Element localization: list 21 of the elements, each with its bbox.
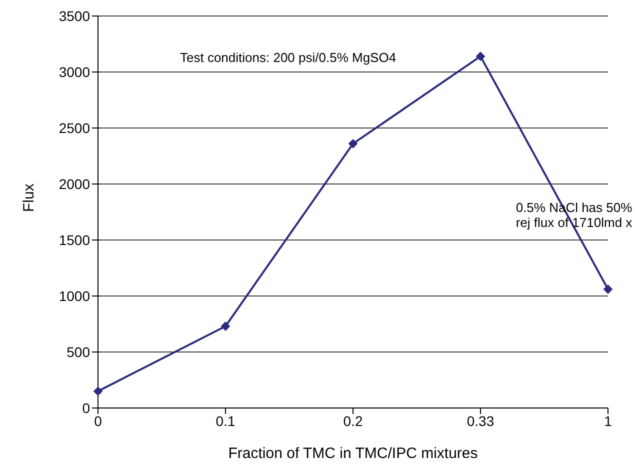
annotation: Test conditions: 200 psi/0.5% MgSO4 xyxy=(180,50,398,65)
point xyxy=(221,322,230,331)
x-tick-label: 0 xyxy=(94,412,102,429)
x-tick-label: 0.33 xyxy=(466,412,494,429)
y-tick-label: 2000 xyxy=(58,176,90,192)
point xyxy=(94,386,102,396)
y-tick-label: 3000 xyxy=(58,64,90,80)
y-tick-label: 0 xyxy=(82,400,90,416)
y-tick-label: 2500 xyxy=(58,120,90,136)
x-tick-label: 0.2 xyxy=(343,412,363,429)
point xyxy=(604,284,612,294)
x-axis-title: Fraction of TMC in TMC/IPC mixtures xyxy=(228,445,478,462)
y-tick-label: 1500 xyxy=(58,232,90,248)
x-tick-label: 1 xyxy=(604,412,612,429)
y-tick-label: 3500 xyxy=(58,8,90,24)
point xyxy=(348,139,358,148)
y-tick-label: 1000 xyxy=(58,288,90,304)
point xyxy=(476,52,485,61)
y-tick-label: 500 xyxy=(66,344,90,360)
y-axis-title: Flux xyxy=(20,183,38,212)
x-tick-label: 0.1 xyxy=(216,412,236,429)
